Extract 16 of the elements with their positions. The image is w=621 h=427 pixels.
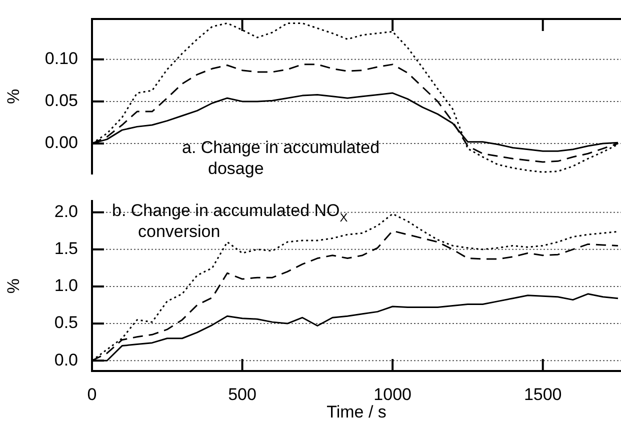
y-tick-label: 0.00 [44,133,78,152]
y-axis-title: % [4,278,23,294]
x-axis-title: Time / s [326,402,386,422]
y-tick-label: 0.5 [54,313,78,332]
y-tick-label: 0.0 [54,350,78,370]
y-tick-label: 1.5 [54,239,78,258]
x-tick-label: 500 [228,384,256,404]
y-tick-label: 1.0 [54,276,78,296]
annotation: a. Change in accumulated dosage [182,138,380,178]
x-tick-label: 0 [87,384,97,404]
y-axis-title: % [4,88,23,104]
x-tick-label: 1500 [524,384,562,404]
x-tick-label: 1000 [374,384,412,404]
y-tick-label: 0.05 [44,91,78,110]
y-tick-label: 2.0 [54,202,78,222]
y-tick-label: 0.10 [44,49,78,68]
